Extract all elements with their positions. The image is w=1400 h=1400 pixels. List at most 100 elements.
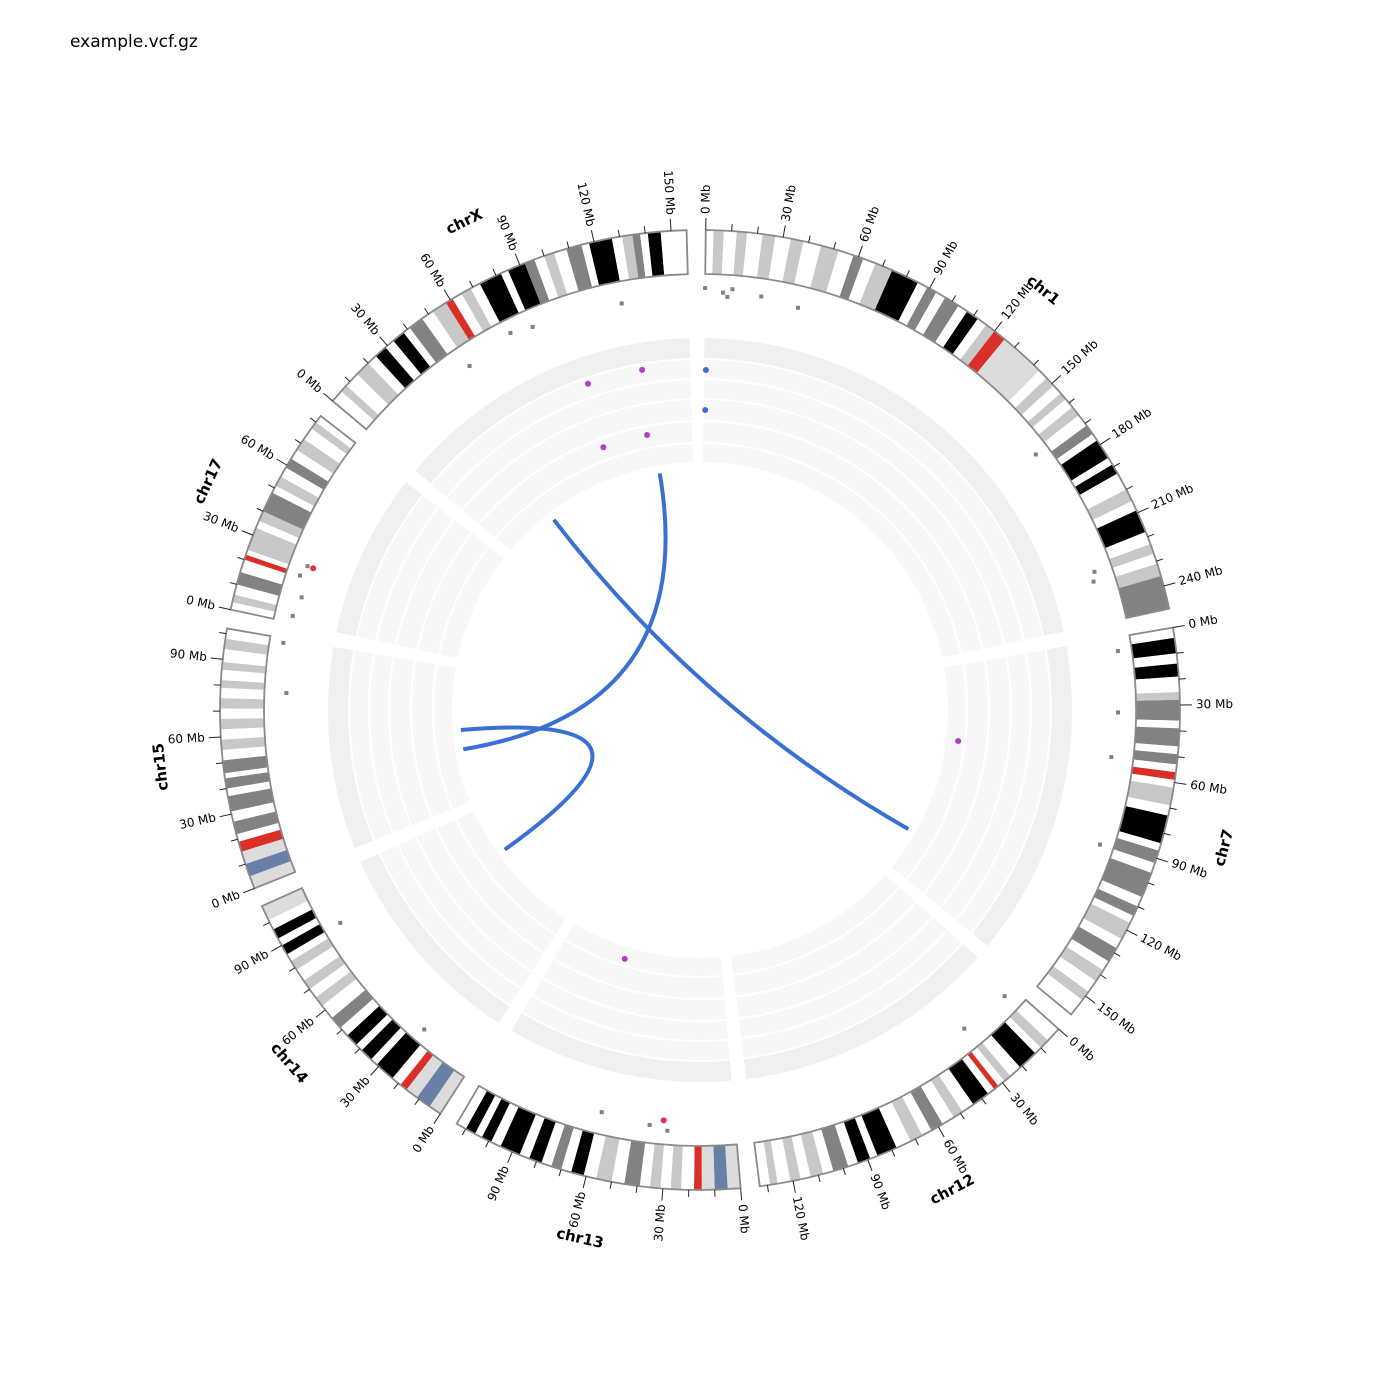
band-chr1-28 xyxy=(1027,393,1066,428)
band-chr7-26 xyxy=(1071,926,1117,962)
tick-chr13-70 xyxy=(558,1169,562,1177)
tick-chr1-200 xyxy=(1126,485,1133,490)
tick-label-chr7-120: 120 Mb xyxy=(1138,931,1184,964)
tick-chr15-40 xyxy=(219,788,227,791)
tick-chr12-30 xyxy=(1002,1082,1011,1093)
band-chr12-10 xyxy=(938,1068,974,1112)
tick-chr1-210 xyxy=(1137,507,1149,514)
band-chr17-9 xyxy=(258,511,304,539)
band-chr1-25 xyxy=(1008,370,1047,409)
tick-label-chrX-30: 30 Mb xyxy=(348,301,383,338)
band-chr1-19 xyxy=(934,305,968,348)
track-ring-chr15-2 xyxy=(370,653,411,833)
band-chr15-3 xyxy=(238,829,284,852)
track-ring-chr1-3 xyxy=(703,400,1004,649)
tick-chr13-110 xyxy=(461,1128,467,1136)
band-chr1-39 xyxy=(1092,501,1137,529)
tick-chr17-50 xyxy=(268,484,275,489)
tick-chr17-10 xyxy=(229,582,237,585)
tick-chr14-90 xyxy=(271,945,282,952)
band-chr15-11 xyxy=(222,755,268,774)
band-chr1-44 xyxy=(1115,563,1161,589)
link-chr15-chr14 xyxy=(460,725,595,852)
band-chr12-4 xyxy=(981,1034,1021,1077)
band-chr7-20 xyxy=(1101,858,1152,898)
red-mark xyxy=(310,565,317,572)
band-chr12-6 xyxy=(971,1047,1005,1086)
tick-chr1-100 xyxy=(951,295,957,302)
band-chr1-26 xyxy=(1014,377,1054,416)
tick-chr12-20 xyxy=(1021,1065,1028,1072)
band-chr13-23 xyxy=(465,1090,496,1134)
track-ring-chr7-3 xyxy=(924,656,1010,907)
band-chr17-13 xyxy=(280,467,324,498)
track-ring-chr17-0 xyxy=(336,482,422,637)
band-chr13-3 xyxy=(693,1145,702,1190)
band-chr13-9 xyxy=(624,1140,646,1187)
band-chr17-7 xyxy=(247,527,297,565)
band-chrX-24 xyxy=(581,243,600,288)
tick-chr13-0 xyxy=(740,1188,743,1201)
tick-chr13-50 xyxy=(609,1181,612,1189)
tick-chrX-10 xyxy=(344,376,351,382)
band-chr12-15 xyxy=(891,1096,923,1142)
track-ring-chr13-5 xyxy=(565,923,723,977)
band-chr14-11 xyxy=(331,989,374,1028)
band-chr1-6 xyxy=(768,235,791,282)
track-ring-chrX-4 xyxy=(479,422,693,538)
tick-chr17-30 xyxy=(241,530,254,536)
tick-label-chrX-60: 60 Mb xyxy=(417,251,448,290)
band-chr15-4 xyxy=(236,822,281,842)
band-chr13-15 xyxy=(551,1124,574,1170)
tick-chrX-120 xyxy=(590,230,595,242)
cnv-mark xyxy=(1002,994,1007,999)
tick-chr13-100 xyxy=(485,1140,490,1148)
track-ring-chr17-3 xyxy=(396,520,471,650)
track-ring-chr12-1 xyxy=(741,930,962,1058)
band-chr15-14 xyxy=(220,727,265,740)
band-chr1-20 xyxy=(942,311,978,355)
band-chr13-1 xyxy=(713,1145,728,1190)
tick-chr15-100 xyxy=(219,631,227,635)
band-chr1-22 xyxy=(960,324,995,366)
tick-chr14-100 xyxy=(263,922,270,927)
tick-label-chr17-60: 60 Mb xyxy=(238,432,277,463)
band-chr14-13 xyxy=(315,971,357,1006)
track-ring-chr7-1 xyxy=(956,649,1050,932)
band-chr7-19 xyxy=(1110,849,1155,873)
band-chr13-4 xyxy=(681,1145,695,1190)
chromosome-outline-chr17 xyxy=(229,414,357,620)
cnv-mark xyxy=(305,564,310,569)
band-chr14-5 xyxy=(376,1032,421,1079)
track-backgrounds xyxy=(327,338,1072,1082)
tick-label-chrX-120: 120 Mb xyxy=(574,181,598,228)
band-chrX-15 xyxy=(470,283,500,328)
band-chr1-14 xyxy=(874,270,919,322)
band-chr1-4 xyxy=(742,232,763,278)
tick-chr14-10 xyxy=(414,1098,420,1106)
track-ring-chr1-0 xyxy=(704,338,1064,636)
tick-chr12-100 xyxy=(842,1167,846,1175)
tick-chr1-60 xyxy=(857,245,863,258)
band-chr17-18 xyxy=(311,422,352,455)
band-chr15-0 xyxy=(249,861,296,889)
tick-chr1-160 xyxy=(1068,398,1075,404)
band-chr7-5 xyxy=(1135,692,1180,701)
band-chr14-14 xyxy=(309,963,351,998)
band-chr12-19 xyxy=(843,1117,871,1164)
cnv-mark xyxy=(759,294,764,299)
cnv-mark xyxy=(796,305,801,310)
track-ring-chr13-0 xyxy=(511,1013,732,1082)
band-chr7-0 xyxy=(1129,627,1175,645)
tick-chrX-130 xyxy=(617,229,620,237)
band-chr12-23 xyxy=(800,1131,824,1178)
band-chr13-17 xyxy=(529,1117,556,1164)
chromosome-outline-chrX xyxy=(331,229,689,431)
band-chr7-3 xyxy=(1133,663,1179,680)
band-chr14-23 xyxy=(261,888,309,921)
band-chr14-1 xyxy=(416,1062,455,1107)
track-ring-chr1-2 xyxy=(703,380,1023,645)
band-chr1-10 xyxy=(825,250,854,297)
cnv-mark xyxy=(290,613,295,618)
band-chrX-20 xyxy=(534,256,559,301)
